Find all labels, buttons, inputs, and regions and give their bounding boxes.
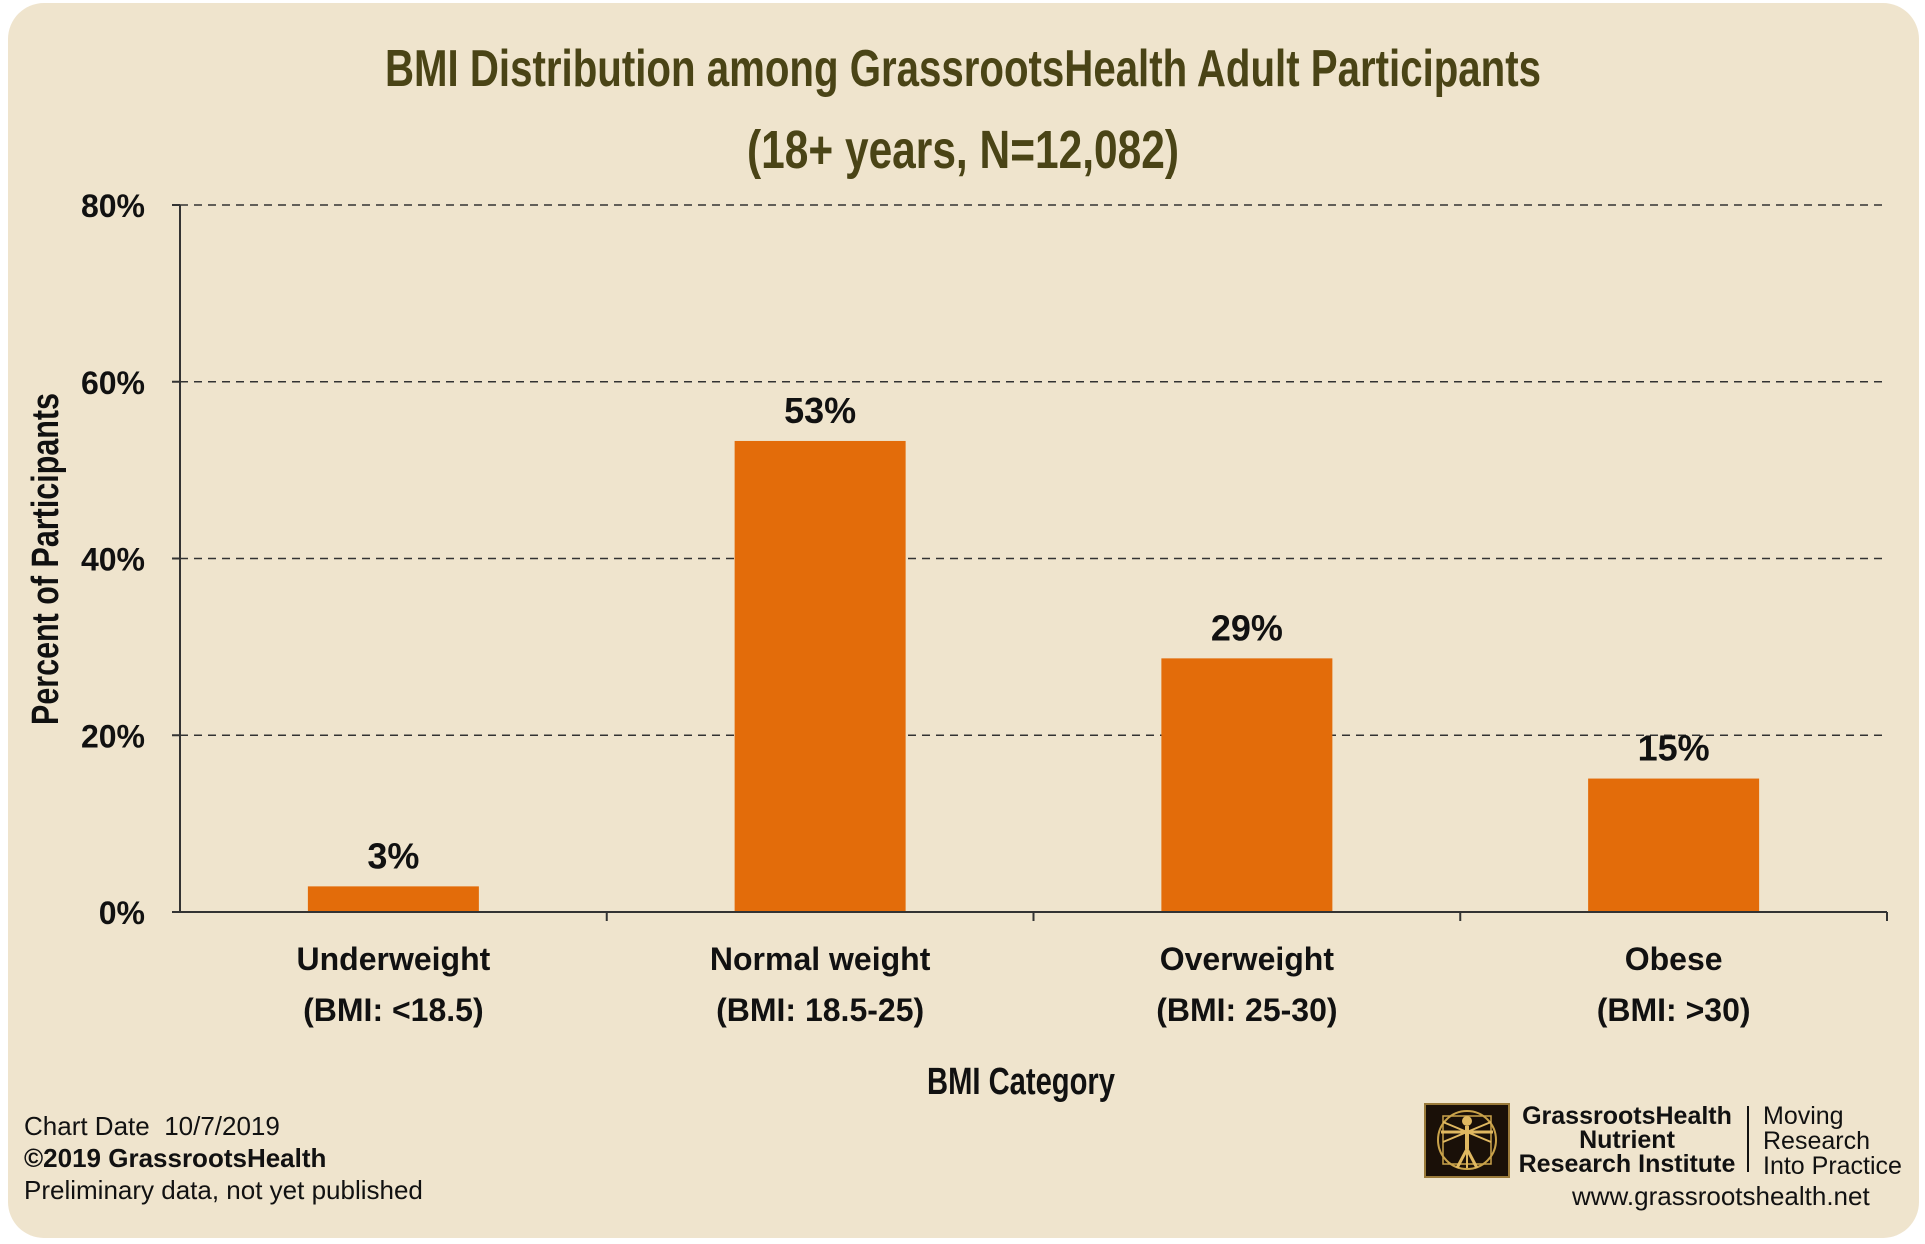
chart-date-label: Chart Date xyxy=(24,1111,150,1141)
gridlines xyxy=(180,204,1887,737)
x-tick-label: (BMI: >30) xyxy=(1597,992,1751,1028)
x-tick-label: Obese xyxy=(1625,941,1723,977)
y-tick-label: 20% xyxy=(81,718,145,754)
x-tick-label: (BMI: 25-30) xyxy=(1156,992,1337,1028)
x-axis-title: BMI Category xyxy=(927,1061,1115,1103)
x-tick-label: (BMI: 18.5-25) xyxy=(716,992,924,1028)
data-label: 53% xyxy=(784,390,856,431)
x-tick-label: (BMI: <18.5) xyxy=(303,992,483,1028)
preliminary-note: Preliminary data, not yet published xyxy=(24,1175,423,1205)
chart-card xyxy=(8,3,1919,1238)
chart-date-value: 10/7/2019 xyxy=(164,1111,280,1141)
x-tick-label: Normal weight xyxy=(710,941,931,977)
bar xyxy=(307,886,479,912)
data-label: 15% xyxy=(1638,728,1710,769)
bars xyxy=(307,440,1760,912)
org-name-line1: GrassrootsHealth xyxy=(1522,1102,1732,1130)
tagline-line1: Moving xyxy=(1763,1102,1844,1130)
y-tick-label: 0% xyxy=(99,895,145,931)
bar xyxy=(1588,778,1760,912)
bar xyxy=(1161,658,1333,912)
x-tick-label: Underweight xyxy=(296,941,490,977)
org-name-line3: Research Institute xyxy=(1518,1150,1736,1178)
x-tick-label: Overweight xyxy=(1160,941,1335,977)
bar xyxy=(734,440,906,912)
y-tick-label: 60% xyxy=(81,365,145,401)
website-link[interactable]: www.grassrootshealth.net xyxy=(1572,1181,1870,1211)
data-label: 29% xyxy=(1211,607,1283,648)
y-tick-label: 80% xyxy=(81,188,145,224)
chart-title: BMI Distribution among GrassrootsHealth … xyxy=(385,40,1541,98)
chart-subtitle: (18+ years, N=12,082) xyxy=(747,120,1179,180)
y-tick-label: 40% xyxy=(81,542,145,578)
y-axis-title: Percent of Participants xyxy=(25,393,67,725)
vitruvian-man-icon xyxy=(1424,1103,1510,1178)
tagline-line2: Research xyxy=(1763,1127,1870,1155)
axes: 0% 20% 40% 60% 80% xyxy=(81,188,1888,931)
data-label: 3% xyxy=(367,835,419,876)
logo-divider xyxy=(1747,1106,1749,1172)
copyright: ©2019 GrassrootsHealth xyxy=(24,1143,327,1173)
labels: 3% Underweight (BMI: <18.5) 53% Normal weigh… xyxy=(296,390,1750,1028)
org-name-line2: Nutrient xyxy=(1579,1126,1675,1154)
tagline-line3: Into Practice xyxy=(1763,1152,1902,1180)
chart-date: Chart Date 10/7/2019 xyxy=(24,1111,280,1142)
